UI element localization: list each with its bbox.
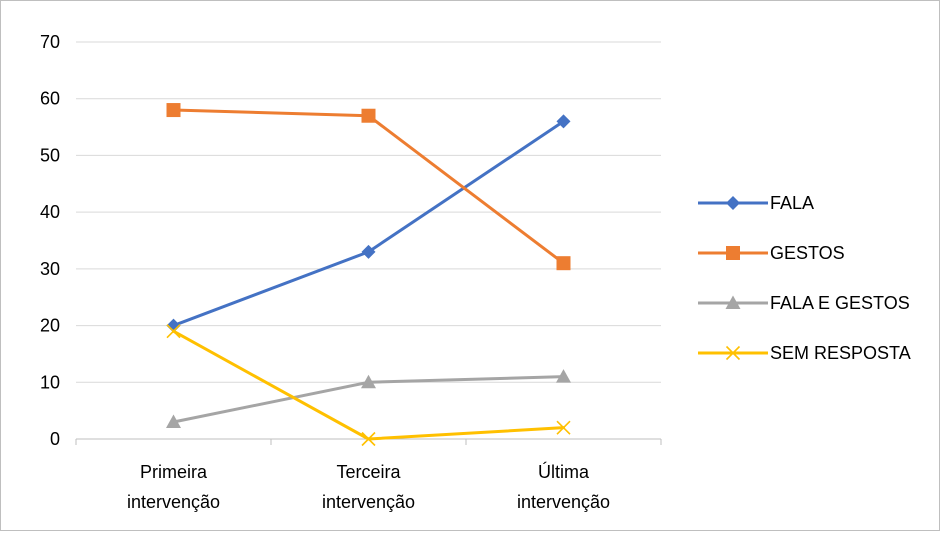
series-fala-e-gestos: [166, 369, 571, 428]
x-tick-label: intervenção: [322, 492, 415, 512]
x-tick-label: Última: [538, 461, 590, 482]
data-point-marker: [556, 256, 571, 271]
x-tick-label: intervenção: [127, 492, 220, 512]
axes: 0 10 20 30 40 50 60 70 Primeira intervenção Tercei…: [40, 32, 662, 512]
legend-item: SEM RESPOSTA: [698, 343, 911, 363]
y-tick-label: 40: [40, 202, 60, 222]
series-lines: [166, 103, 571, 447]
data-point-marker: [166, 318, 181, 333]
legend-marker: [726, 246, 740, 260]
data-point-marker: [361, 108, 376, 123]
legend-marker: [725, 345, 741, 361]
gridlines: [76, 41, 661, 383]
y-tick-label: 50: [40, 145, 60, 165]
x-tick-label: intervenção: [517, 492, 610, 512]
data-point-marker: [361, 244, 376, 259]
legend-label: FALA E GESTOS: [770, 293, 910, 313]
legend: FALA GESTOS FALA E GESTOS SEM RESPOSTA: [698, 193, 911, 363]
y-tick-label: 60: [40, 89, 60, 109]
data-point-marker: [361, 431, 376, 447]
legend-marker: [726, 196, 740, 210]
y-tick-label: 30: [40, 259, 60, 279]
x-tick-label: Primeira: [140, 462, 208, 482]
legend-item: FALA E GESTOS: [698, 293, 910, 313]
data-point-marker: [556, 369, 571, 383]
data-point-marker: [166, 103, 181, 118]
data-point-marker: [166, 414, 181, 428]
legend-label: SEM RESPOSTA: [770, 343, 911, 363]
x-tick-label: Terceira: [336, 462, 401, 482]
legend-label: GESTOS: [770, 243, 845, 263]
y-tick-label: 70: [40, 32, 60, 52]
series-fala: [166, 114, 571, 333]
legend-marker: [725, 295, 741, 309]
y-tick-label: 20: [40, 316, 60, 336]
y-tick-label: 0: [50, 429, 60, 449]
series-line: [172, 119, 565, 328]
legend-label: FALA: [770, 193, 814, 213]
legend-item: GESTOS: [698, 243, 845, 263]
series-sem-resposta: [166, 324, 571, 447]
data-point-marker: [556, 114, 571, 129]
y-tick-label: 10: [40, 372, 60, 392]
data-point-marker: [361, 374, 376, 389]
legend-item: FALA: [698, 193, 814, 213]
series-line: [172, 108, 565, 265]
series-gestos: [166, 103, 571, 271]
data-point-marker: [556, 420, 571, 435]
data-point-marker: [166, 324, 181, 339]
